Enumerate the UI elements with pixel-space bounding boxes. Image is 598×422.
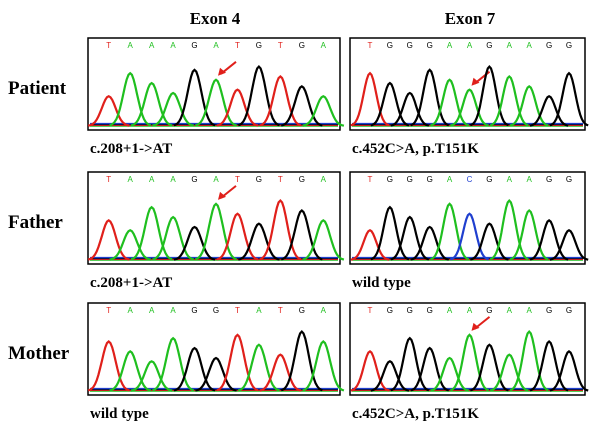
base-call: G <box>299 306 305 315</box>
base-call: A <box>256 306 262 315</box>
caption: c.452C>A, p.T151K <box>352 406 479 422</box>
base-call: A <box>149 175 155 184</box>
base-call: A <box>507 306 513 315</box>
base-call: G <box>387 175 393 184</box>
base-call: A <box>467 41 473 50</box>
column-header: Exon 4 <box>190 9 241 28</box>
base-call: G <box>486 41 492 50</box>
base-call: A <box>321 175 327 184</box>
base-call: G <box>299 175 305 184</box>
base-call: G <box>191 41 197 50</box>
base-call: A <box>321 41 327 50</box>
trace-peak <box>88 96 129 125</box>
base-call: A <box>321 306 327 315</box>
base-call: G <box>191 306 197 315</box>
base-call: G <box>486 175 492 184</box>
base-call: A <box>527 41 533 50</box>
base-call: G <box>299 41 305 50</box>
base-call: G <box>256 175 262 184</box>
caption: wild type <box>90 406 149 422</box>
base-call: A <box>467 306 473 315</box>
base-call: A <box>128 175 134 184</box>
base-call: G <box>427 41 433 50</box>
base-call: T <box>106 306 111 315</box>
base-call: G <box>427 175 433 184</box>
base-call: A <box>447 41 453 50</box>
row-label: Father <box>8 212 63 233</box>
base-call: T <box>235 175 240 184</box>
row-label: Patient <box>8 78 67 99</box>
base-call: A <box>507 175 513 184</box>
base-call: A <box>170 175 176 184</box>
arrow-head <box>472 78 480 86</box>
base-call: A <box>149 41 155 50</box>
base-call: T <box>235 41 240 50</box>
base-call: T <box>368 175 373 184</box>
base-call: A <box>170 41 176 50</box>
column-header: Exon 7 <box>445 9 496 28</box>
trace-peak <box>351 230 389 259</box>
base-call: C <box>467 175 473 184</box>
base-call: G <box>546 306 552 315</box>
chromatogram-frame <box>350 303 585 395</box>
base-call: G <box>256 41 262 50</box>
arrow-head <box>472 323 480 331</box>
base-call: A <box>447 175 453 184</box>
base-call: G <box>407 306 413 315</box>
base-call: G <box>407 41 413 50</box>
base-call: G <box>566 41 572 50</box>
base-call: G <box>191 175 197 184</box>
base-call: A <box>507 41 513 50</box>
base-call: T <box>235 306 240 315</box>
base-call: T <box>368 306 373 315</box>
trace-peak <box>303 342 344 391</box>
base-call: A <box>527 306 533 315</box>
chromatogram-frame <box>350 38 585 130</box>
base-call: T <box>278 306 283 315</box>
base-call: G <box>566 175 572 184</box>
base-call: G <box>387 306 393 315</box>
caption: c.452C>A, p.T151K <box>352 141 479 157</box>
base-call: A <box>213 41 219 50</box>
base-call: T <box>106 41 111 50</box>
base-call: T <box>368 41 373 50</box>
base-call: T <box>278 41 283 50</box>
base-call: A <box>128 306 134 315</box>
caption: c.208+1->AT <box>90 141 172 157</box>
trace-peak <box>550 73 588 125</box>
base-call: A <box>128 41 134 50</box>
caption: wild type <box>352 275 411 291</box>
base-call: A <box>213 175 219 184</box>
base-call: T <box>278 175 283 184</box>
base-call: G <box>407 175 413 184</box>
base-call: G <box>566 306 572 315</box>
base-call: G <box>213 306 219 315</box>
figure: Exon 4 Exon 7 Patient T A A A G A T G T G Ac.208+1->A… <box>0 0 598 422</box>
base-call: A <box>170 306 176 315</box>
row-label: Mother <box>8 343 70 364</box>
base-call: A <box>447 306 453 315</box>
base-call: G <box>427 306 433 315</box>
base-call: A <box>527 175 533 184</box>
base-call: G <box>546 41 552 50</box>
base-call: G <box>486 306 492 315</box>
base-call: G <box>387 41 393 50</box>
chromatogram-frame <box>88 172 340 264</box>
chromatogram-frame <box>88 303 340 395</box>
caption: c.208+1->AT <box>90 275 172 291</box>
base-call: A <box>149 306 155 315</box>
base-call: T <box>106 175 111 184</box>
base-call: G <box>546 175 552 184</box>
